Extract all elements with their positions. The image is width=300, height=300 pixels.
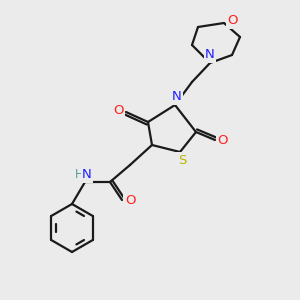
Text: O: O (113, 103, 123, 116)
Text: O: O (125, 194, 135, 206)
Text: O: O (228, 14, 238, 28)
Text: S: S (178, 154, 186, 166)
Text: N: N (205, 49, 215, 62)
Text: H: H (75, 169, 83, 182)
Text: O: O (218, 134, 228, 146)
Text: N: N (172, 91, 182, 103)
Text: N: N (82, 169, 92, 182)
